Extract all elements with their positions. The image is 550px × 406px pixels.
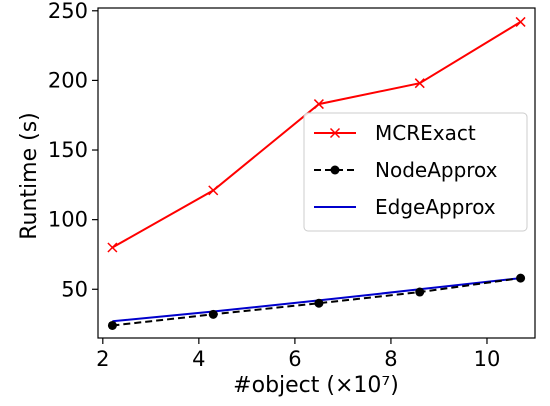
legend-marker-nodeapprox — [330, 165, 340, 175]
data-point-mcrexact-4 — [515, 16, 526, 27]
axes: 2 4 6 8 10 50 100 150 200 250 — [48, 0, 536, 371]
legend-marker-mcrexact — [329, 127, 341, 139]
x-tick-label-2: 2 — [96, 347, 109, 371]
x-tick-label-10: 10 — [474, 347, 501, 371]
y-tick-label-100: 100 — [48, 208, 88, 232]
data-point-nodeapprox-3 — [415, 287, 425, 297]
data-point-mcrexact-3 — [414, 78, 425, 89]
legend: MCRExact NodeApprox EdgeApprox — [303, 112, 528, 232]
x-tick-label-8: 8 — [384, 347, 397, 371]
plot-frame — [97, 7, 536, 339]
data-point-nodeapprox-4 — [516, 273, 526, 283]
data-point-nodeapprox-2 — [314, 298, 324, 308]
x-tick-label-6: 6 — [288, 347, 301, 371]
data-point-mcrexact-1 — [208, 185, 219, 196]
y-tick-label-150: 150 — [48, 138, 88, 162]
y-axis-label: Runtime (s) — [17, 112, 42, 240]
x-tick-label-4: 4 — [192, 347, 205, 371]
plot-area — [107, 16, 526, 330]
data-point-nodeapprox-0 — [107, 320, 117, 330]
data-point-mcrexact-0 — [107, 242, 118, 253]
y-tick-label-50: 50 — [61, 277, 88, 301]
y-tick-label-250: 250 — [48, 0, 88, 23]
x-axis-label: #object (×10⁷) — [233, 373, 399, 398]
legend-box — [303, 112, 528, 232]
legend-label-mcrexact: MCRExact — [375, 121, 476, 145]
data-point-mcrexact-2 — [313, 99, 324, 110]
y-tick-label-200: 200 — [48, 68, 88, 92]
legend-label-nodeapprox: NodeApprox — [375, 158, 498, 182]
data-point-nodeapprox-1 — [208, 309, 218, 319]
legend-label-edgeapprox: EdgeApprox — [375, 195, 496, 219]
series-line-nodeapprox — [112, 277, 521, 327]
